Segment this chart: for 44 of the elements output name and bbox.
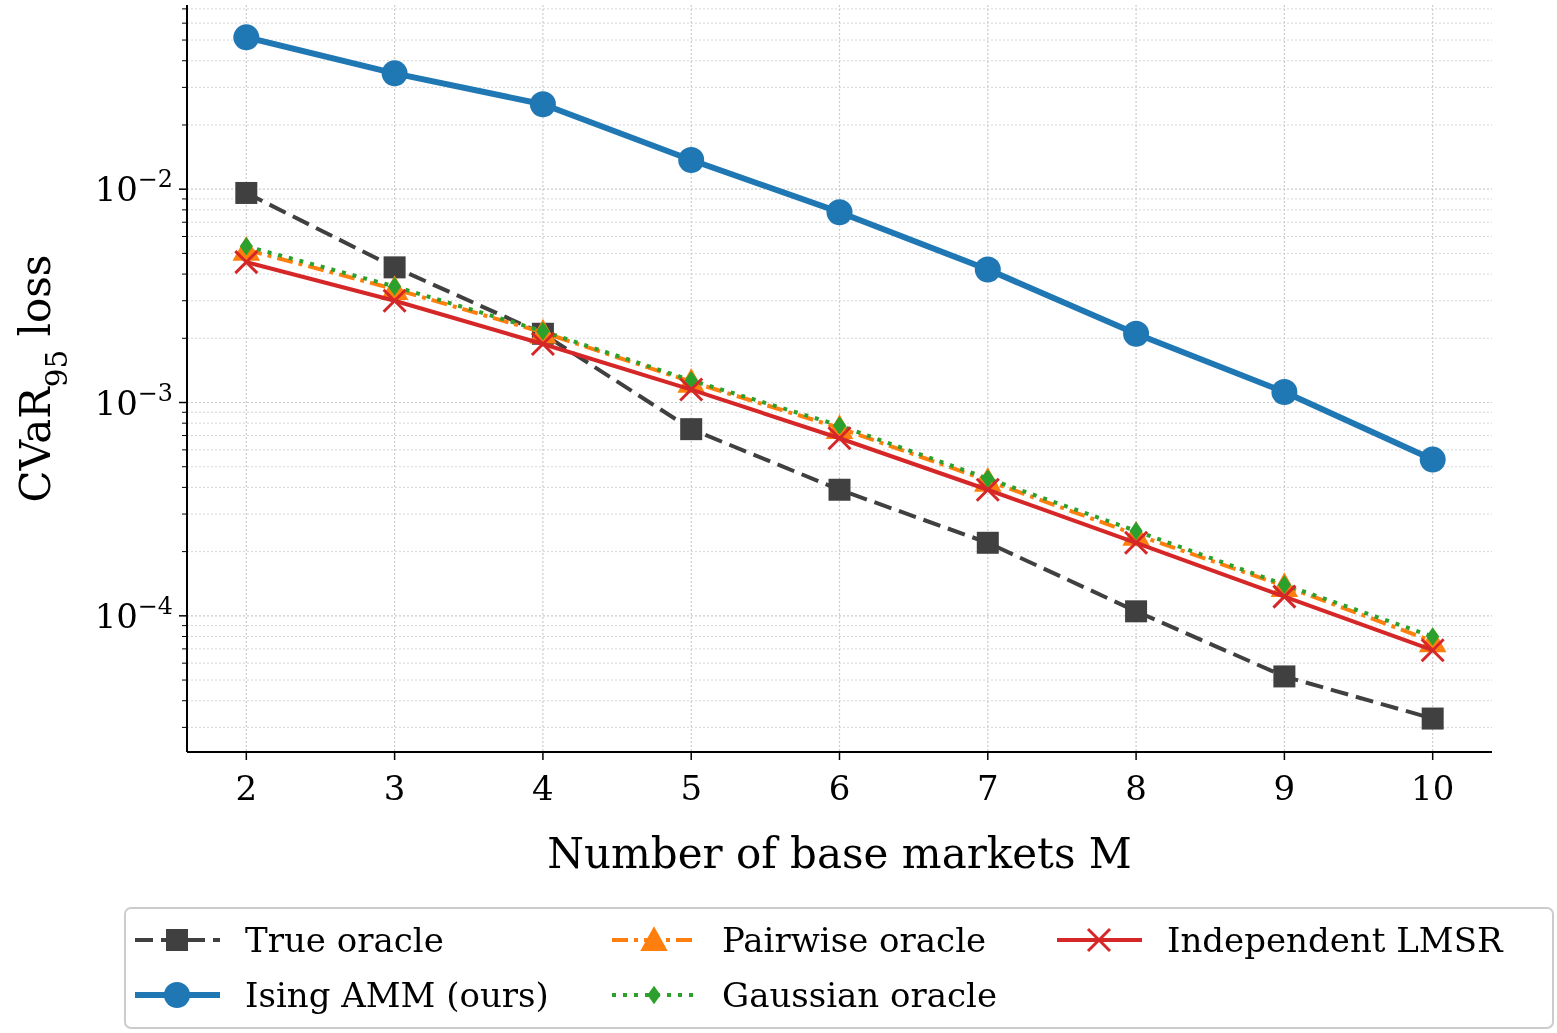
point xyxy=(235,181,258,204)
y-tick-label: 10$^{−4}$ xyxy=(94,591,173,636)
point xyxy=(233,249,259,275)
legend-label: Pairwise oracle xyxy=(722,920,987,960)
point xyxy=(382,288,408,314)
point xyxy=(828,478,851,501)
point xyxy=(1271,379,1298,406)
x-tick-label: 4 xyxy=(532,768,554,808)
point xyxy=(680,418,703,441)
x-tick-label: 5 xyxy=(680,768,703,808)
x-tick-label: 3 xyxy=(383,768,406,808)
point xyxy=(678,377,704,403)
point xyxy=(1271,584,1297,610)
point xyxy=(976,531,999,554)
x-tick-label: 9 xyxy=(1273,768,1296,808)
x-tick-label: 2 xyxy=(235,768,258,808)
point xyxy=(1421,707,1444,730)
legend-label: Independent LMSR xyxy=(1167,920,1504,960)
point xyxy=(1420,637,1446,663)
point xyxy=(1419,446,1446,473)
point xyxy=(826,199,853,226)
point xyxy=(381,60,408,87)
x-tick-label: 8 xyxy=(1125,768,1147,808)
x-axis-title: Number of base markets M xyxy=(547,829,1132,878)
point xyxy=(233,24,260,51)
x-tick-label: 10 xyxy=(1411,768,1455,808)
point xyxy=(974,256,1001,283)
point xyxy=(530,331,556,357)
point xyxy=(827,425,852,451)
point xyxy=(1273,665,1296,688)
point xyxy=(1123,320,1150,347)
point xyxy=(529,91,556,118)
y-tick-label: 10$^{−3}$ xyxy=(94,378,173,423)
x-tick-label: 7 xyxy=(976,768,999,808)
legend-label: True oracle xyxy=(245,920,444,960)
point xyxy=(975,477,1001,503)
legend-label: Gaussian oracle xyxy=(722,975,998,1015)
y-tick-label: 10$^{−2}$ xyxy=(94,165,173,210)
point xyxy=(1123,530,1149,556)
legend-label: Ising AMM (ours) xyxy=(245,975,549,1015)
x-tick-label: 6 xyxy=(828,768,851,808)
point xyxy=(383,256,406,279)
point xyxy=(1125,600,1148,623)
point xyxy=(678,147,705,174)
